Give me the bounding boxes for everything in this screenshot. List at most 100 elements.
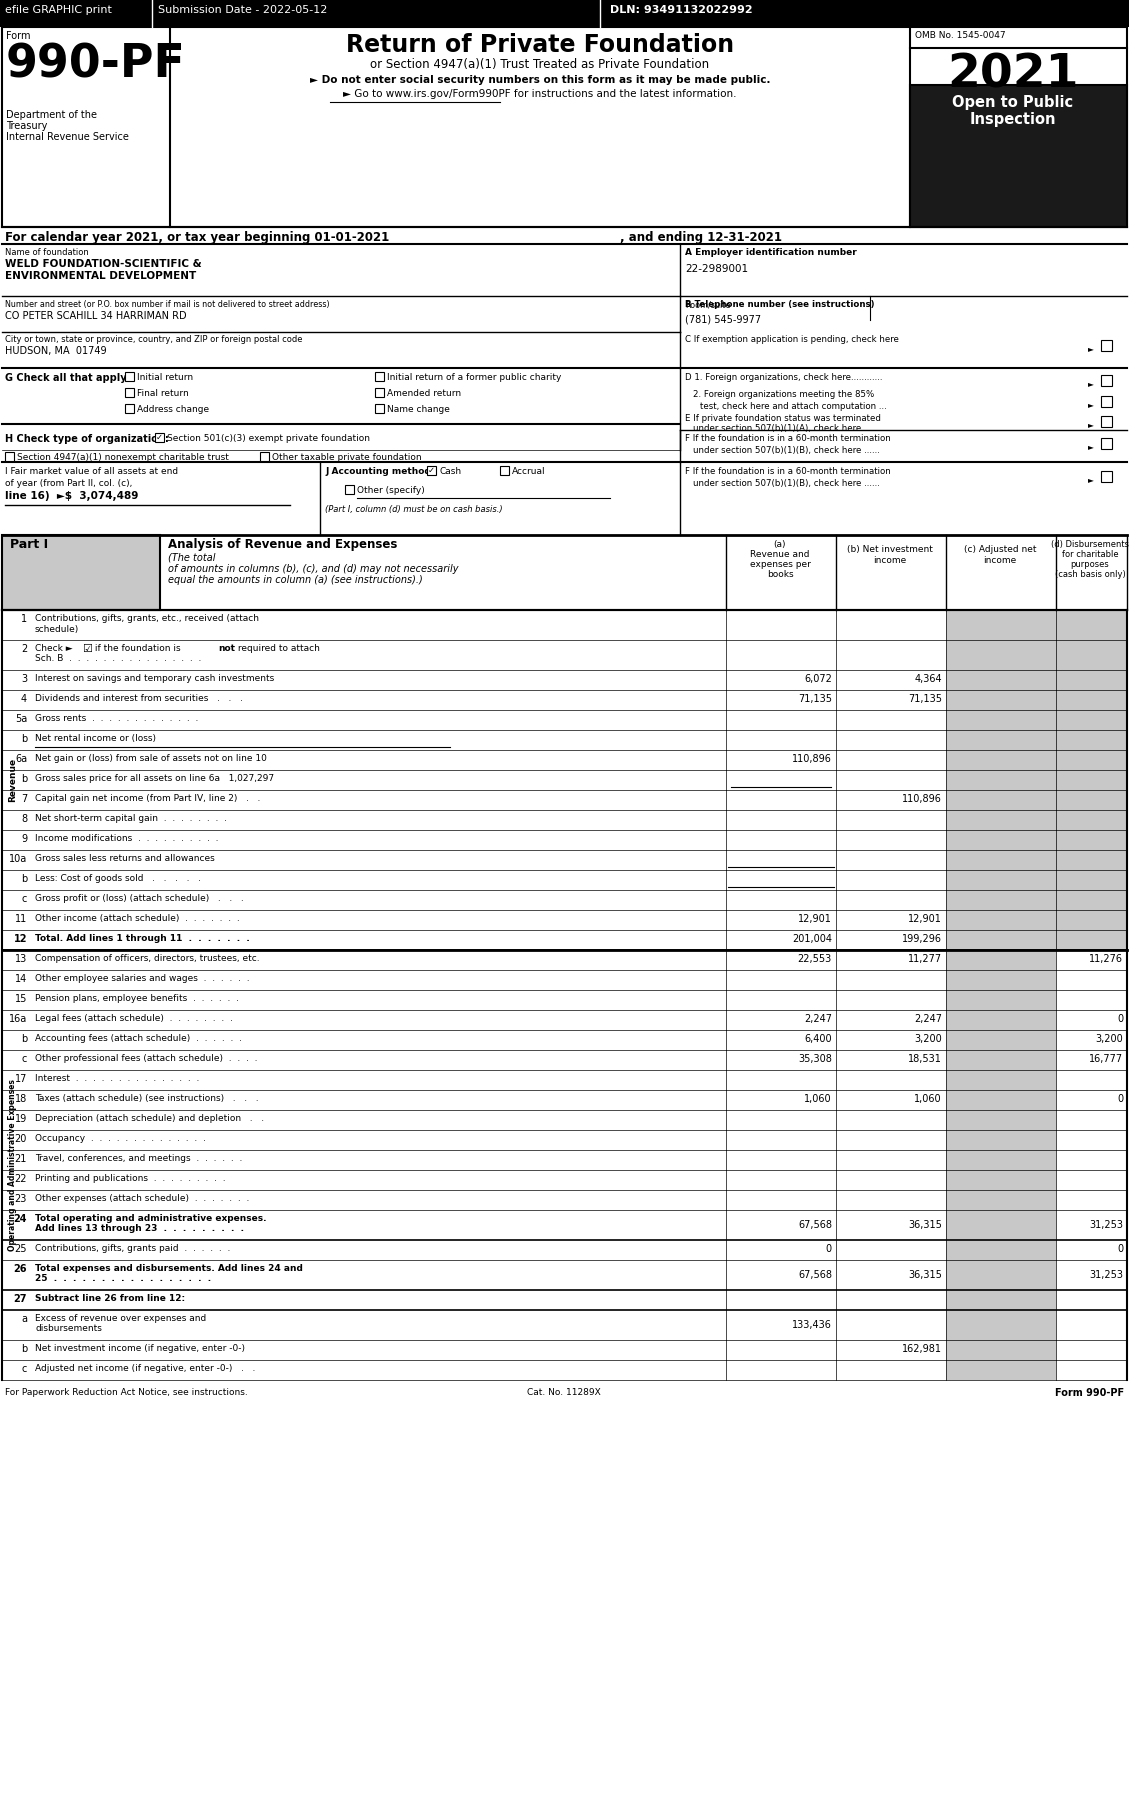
Text: 23: 23 xyxy=(15,1194,27,1205)
Bar xyxy=(946,1070,1056,1090)
Text: 6,400: 6,400 xyxy=(804,1034,832,1045)
Text: schedule): schedule) xyxy=(35,626,79,635)
Text: 71,135: 71,135 xyxy=(908,694,942,705)
Text: ►: ► xyxy=(1088,379,1094,388)
Text: 3,200: 3,200 xyxy=(914,1034,942,1045)
Text: Capital gain net income (from Part IV, line 2)   .   .: Capital gain net income (from Part IV, l… xyxy=(35,795,261,804)
Bar xyxy=(1056,671,1127,690)
Bar xyxy=(427,466,436,475)
Text: (781) 545-9977: (781) 545-9977 xyxy=(685,315,761,324)
Text: CO PETER SCAHILL 34 HARRIMAN RD: CO PETER SCAHILL 34 HARRIMAN RD xyxy=(5,311,186,322)
Text: ENVIRONMENTAL DEVELOPMENT: ENVIRONMENTAL DEVELOPMENT xyxy=(5,271,196,280)
Bar xyxy=(946,811,1056,831)
Text: 22-2989001: 22-2989001 xyxy=(685,264,749,273)
Text: Other taxable private foundation: Other taxable private foundation xyxy=(272,453,421,462)
Text: Check ►: Check ► xyxy=(35,644,76,653)
Text: b: b xyxy=(20,874,27,885)
Bar xyxy=(155,433,164,442)
Text: 0: 0 xyxy=(1117,1014,1123,1025)
Text: 36,315: 36,315 xyxy=(908,1221,942,1230)
Bar xyxy=(946,1260,1056,1289)
Text: Amended return: Amended return xyxy=(387,388,461,397)
Bar xyxy=(375,388,384,397)
Text: 0: 0 xyxy=(1117,1093,1123,1104)
Text: 16,777: 16,777 xyxy=(1088,1054,1123,1064)
Text: Net short-term capital gain  .  .  .  .  .  .  .  .: Net short-term capital gain . . . . . . … xyxy=(35,814,227,823)
Bar xyxy=(345,485,355,494)
Text: 26: 26 xyxy=(14,1264,27,1275)
Text: J Accounting method:: J Accounting method: xyxy=(325,467,435,476)
Text: Cat. No. 11289X: Cat. No. 11289X xyxy=(527,1388,601,1397)
Text: 27: 27 xyxy=(14,1295,27,1304)
Bar xyxy=(946,1010,1056,1030)
Bar xyxy=(1056,811,1127,831)
Bar xyxy=(946,1311,1056,1340)
Text: Number and street (or P.O. box number if mail is not delivered to street address: Number and street (or P.O. box number if… xyxy=(5,300,330,309)
Text: Pension plans, employee benefits  .  .  .  .  .  .: Pension plans, employee benefits . . . .… xyxy=(35,994,239,1003)
Text: 4: 4 xyxy=(20,694,27,705)
Text: Initial return of a former public charity: Initial return of a former public charit… xyxy=(387,372,561,381)
Text: OMB No. 1545-0047: OMB No. 1545-0047 xyxy=(914,31,1006,40)
Text: 990-PF: 990-PF xyxy=(6,41,186,86)
Bar xyxy=(1101,376,1112,387)
Bar xyxy=(946,1190,1056,1210)
Text: of year (from Part II, col. (c),: of year (from Part II, col. (c), xyxy=(5,478,132,487)
Text: 17: 17 xyxy=(15,1073,27,1084)
Text: ►: ► xyxy=(1088,421,1094,430)
Bar xyxy=(946,1129,1056,1151)
Text: 24: 24 xyxy=(14,1214,27,1224)
Text: Form: Form xyxy=(6,31,30,41)
Text: , and ending 12-31-2021: , and ending 12-31-2021 xyxy=(620,230,782,245)
Text: c: c xyxy=(21,894,27,904)
Text: Other income (attach schedule)  .  .  .  .  .  .  .: Other income (attach schedule) . . . . .… xyxy=(35,913,239,922)
Text: 21: 21 xyxy=(15,1154,27,1163)
Text: 8: 8 xyxy=(20,814,27,823)
Text: ► Do not enter social security numbers on this form as it may be made public.: ► Do not enter social security numbers o… xyxy=(309,76,770,85)
Text: 13: 13 xyxy=(15,955,27,964)
Text: Compensation of officers, directors, trustees, etc.: Compensation of officers, directors, tru… xyxy=(35,955,260,964)
Text: for charitable: for charitable xyxy=(1061,550,1119,559)
Bar xyxy=(1101,415,1112,426)
Text: 5a: 5a xyxy=(15,714,27,725)
Text: 16a: 16a xyxy=(9,1014,27,1025)
Text: Net investment income (if negative, enter -0-): Net investment income (if negative, ente… xyxy=(35,1343,245,1354)
Text: Accrual: Accrual xyxy=(511,467,545,476)
Text: test, check here and attach computation ...: test, check here and attach computation … xyxy=(700,403,886,412)
Text: DLN: 93491132022992: DLN: 93491132022992 xyxy=(610,5,753,14)
Text: ☑: ☑ xyxy=(82,644,91,654)
Text: Initial return: Initial return xyxy=(137,372,193,381)
Text: Other (specify): Other (specify) xyxy=(357,485,425,494)
Text: Room/suite: Room/suite xyxy=(685,300,730,309)
Bar xyxy=(1101,340,1112,351)
Text: HUDSON, MA  01749: HUDSON, MA 01749 xyxy=(5,345,106,356)
Text: Open to Public
Inspection: Open to Public Inspection xyxy=(953,95,1074,128)
Text: if the foundation is: if the foundation is xyxy=(91,644,184,653)
Text: 10a: 10a xyxy=(9,854,27,865)
Text: 18,531: 18,531 xyxy=(908,1054,942,1064)
Text: 2,247: 2,247 xyxy=(804,1014,832,1025)
Bar xyxy=(1056,831,1127,850)
Text: Analysis of Revenue and Expenses: Analysis of Revenue and Expenses xyxy=(168,538,397,550)
Text: (d) Disbursements: (d) Disbursements xyxy=(1051,539,1129,548)
Text: 2,247: 2,247 xyxy=(914,1014,942,1025)
Bar xyxy=(1101,396,1112,406)
Text: Excess of revenue over expenses and: Excess of revenue over expenses and xyxy=(35,1314,207,1323)
Bar xyxy=(946,789,1056,811)
Text: or Section 4947(a)(1) Trust Treated as Private Foundation: or Section 4947(a)(1) Trust Treated as P… xyxy=(370,58,709,70)
Text: 20: 20 xyxy=(15,1135,27,1144)
Text: 0: 0 xyxy=(826,1244,832,1253)
Bar xyxy=(946,671,1056,690)
Bar xyxy=(946,1030,1056,1050)
Text: Net rental income or (loss): Net rental income or (loss) xyxy=(35,734,156,743)
Text: Adjusted net income (if negative, enter -0-)   .   .: Adjusted net income (if negative, enter … xyxy=(35,1365,255,1374)
Text: ►: ► xyxy=(1088,401,1094,410)
Text: Gross sales less returns and allowances: Gross sales less returns and allowances xyxy=(35,854,215,863)
Text: Internal Revenue Service: Internal Revenue Service xyxy=(6,131,129,142)
Text: Part I: Part I xyxy=(10,538,49,550)
Text: b: b xyxy=(20,734,27,744)
Text: 12: 12 xyxy=(14,933,27,944)
Text: 7: 7 xyxy=(20,795,27,804)
Bar xyxy=(946,930,1056,949)
Text: line 16)  ►$  3,074,489: line 16) ►$ 3,074,489 xyxy=(5,491,139,502)
Bar xyxy=(946,890,1056,910)
